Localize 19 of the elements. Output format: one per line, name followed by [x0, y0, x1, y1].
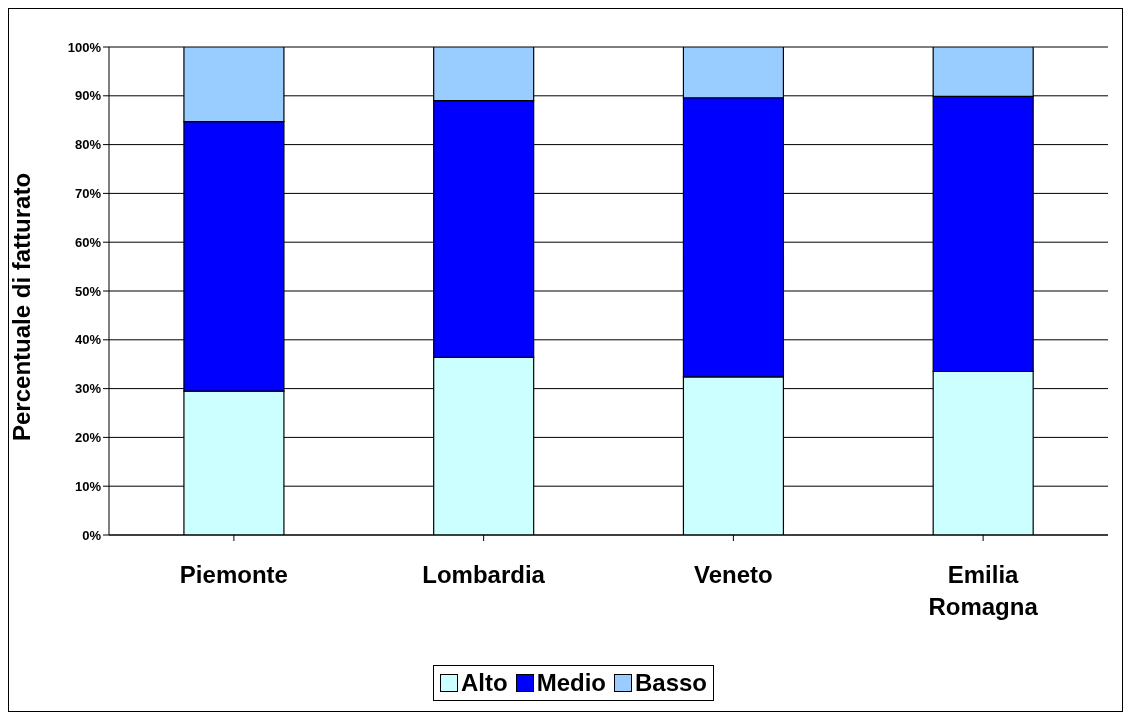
x-tick-label: Piemonte	[179, 561, 288, 588]
y-tick-label: 40%	[74, 332, 102, 348]
legend-label: Basso	[633, 669, 708, 697]
y-tick-label: 50%	[74, 283, 102, 299]
x-tick-label: Emilia Romagna	[928, 561, 1039, 620]
y-tick-label: 70%	[74, 186, 102, 202]
x-tick-label: Lombardia	[422, 561, 546, 588]
x-tick-label: Veneto	[694, 561, 773, 588]
y-tick-label: 80%	[74, 137, 102, 153]
y-tick-label: 0%	[82, 527, 102, 543]
y-tick-label: 90%	[74, 88, 102, 104]
legend-label: Medio	[535, 669, 606, 697]
y-tick-label: 60%	[74, 234, 102, 250]
y-tick-label: 20%	[74, 430, 102, 446]
y-tick-label: 100%	[67, 39, 102, 55]
y-tick-label: 10%	[74, 478, 102, 494]
y-axis-title: Percentuale di fatturato	[7, 172, 35, 441]
y-tick-label: 30%	[74, 381, 102, 397]
legend-label: Alto	[460, 669, 508, 697]
